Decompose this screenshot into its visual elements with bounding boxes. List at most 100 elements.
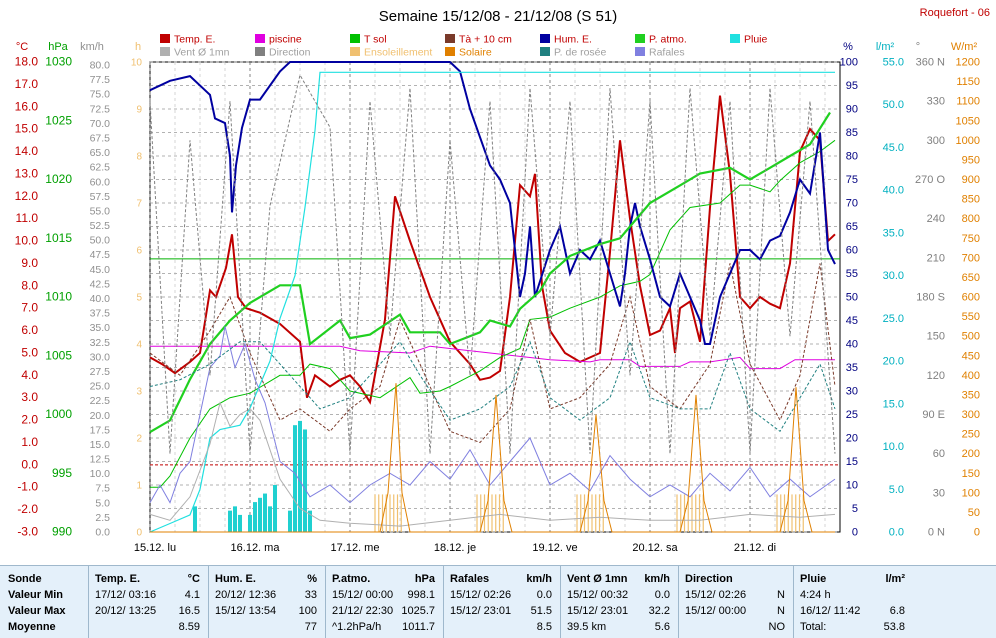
table-cell: hPa <box>414 573 435 585</box>
wind-tick: 27.5 <box>90 366 111 378</box>
humidity-tick: 45 <box>846 315 858 327</box>
axis-unit: hPa <box>48 41 68 53</box>
legend-swatch <box>350 47 360 56</box>
row-label-sonde: Sonde <box>8 573 42 585</box>
legend-label: Pluie <box>744 34 768 46</box>
legend-swatch <box>255 34 265 43</box>
solar-tick: 50 <box>968 507 980 519</box>
table-cell: Direction <box>685 573 733 585</box>
legend-swatch <box>730 34 740 43</box>
rain-tick: 15.0 <box>883 398 904 410</box>
temp-tick: -3.0 <box>17 525 38 539</box>
legend-label: Hum. E. <box>554 34 592 46</box>
wind-tick: 2.5 <box>95 512 110 524</box>
humidity-tick: 55 <box>846 268 858 280</box>
temp-tick: 3.0 <box>21 390 38 404</box>
axis-unit: °C <box>16 41 28 53</box>
legend-swatch <box>160 34 170 43</box>
rain-bar <box>308 510 312 532</box>
table-column: Pluie l/m² 4:24 h 16/12/ 11:42 6.8 Total: 53.8 <box>793 566 913 638</box>
wind-tick: 17.5 <box>90 424 111 436</box>
humidity-tick: 30 <box>846 386 858 398</box>
humidity-tick: 20 <box>846 433 858 445</box>
temp-tick: 12.0 <box>15 189 39 203</box>
table-column: Hum. E.% 20/12/ 12:36 33 15/12/ 13:54 100 77 <box>208 566 325 638</box>
solar-tick: 1150 <box>956 76 980 88</box>
wind-tick: 10.0 <box>90 468 111 480</box>
pressure-tick: 1030 <box>45 55 72 69</box>
wind-tick: 45.0 <box>90 264 111 276</box>
legend-label: Solaire <box>459 47 492 59</box>
direction-tick: 330 <box>927 96 945 108</box>
temp-tick: 10.0 <box>15 234 39 248</box>
rain-tick: 50.0 <box>883 99 904 111</box>
table-cell: 15/12/ 00:00 <box>685 605 747 617</box>
rain-bar <box>248 514 252 532</box>
row-label-moyenne: Moyenne <box>8 621 56 633</box>
wind-tick: 7.5 <box>95 483 110 495</box>
table-cell: 4:24 h <box>800 589 831 601</box>
solar-tick: 650 <box>962 272 980 284</box>
legend-swatch <box>635 47 645 56</box>
solar-tick: 900 <box>962 174 980 186</box>
pressure-tick: 1010 <box>45 290 72 304</box>
temp-tick: -2.0 <box>17 502 38 516</box>
table-cell: 17/12/ 03:16 <box>95 589 157 601</box>
pressure-tick: 1020 <box>45 172 72 186</box>
rain-tick: 35.0 <box>883 227 904 239</box>
x-tick-label: 19.12. ve <box>532 542 577 554</box>
series-line <box>149 111 831 434</box>
legend-swatch <box>445 34 455 43</box>
legend-label: Rafales <box>649 47 685 59</box>
axis-unit: W/m² <box>951 41 978 53</box>
table-cell: 8.59 <box>178 621 200 633</box>
legend-label: P. atmo. <box>649 34 687 46</box>
table-cell: 15/12/ 02:26 <box>685 589 747 601</box>
chart-title: Semaine 15/12/08 - 21/12/08 (S 51) <box>379 8 618 25</box>
wind-tick: 35.0 <box>90 322 111 334</box>
legend-swatch <box>540 47 550 56</box>
solar-tick: 850 <box>962 194 980 206</box>
solar-tick: 550 <box>962 311 980 323</box>
rain-bar <box>233 506 237 532</box>
solar-tick: 500 <box>962 331 980 343</box>
rain-bar <box>253 502 257 532</box>
x-tick-label: 21.12. di <box>734 542 776 554</box>
temp-tick: 1.0 <box>21 435 38 449</box>
axis-unit: km/h <box>80 41 104 53</box>
legend-label: Vent Ø 1mn <box>174 47 230 59</box>
wind-tick: 40.0 <box>90 293 111 305</box>
pressure-tick: 1000 <box>45 407 72 421</box>
sunshine-tick: 10 <box>131 58 143 69</box>
wind-tick: 20.0 <box>90 410 111 422</box>
direction-tick: 300 <box>927 135 945 147</box>
sunshine-tick: 6 <box>136 246 142 257</box>
table-cell: Vent Ø 1mn <box>567 573 628 585</box>
temp-tick: 14.0 <box>15 144 39 158</box>
temp-tick: 18.0 <box>15 55 39 69</box>
temp-tick: -1.0 <box>17 480 38 494</box>
humidity-tick: 65 <box>846 221 858 233</box>
summary-table: Sonde Valeur Min Valeur Max Moyenne Temp… <box>0 565 996 638</box>
wind-tick: 47.5 <box>90 249 111 261</box>
row-label-max: Valeur Max <box>8 605 66 617</box>
series-line <box>150 345 835 370</box>
table-cell: 8.5 <box>536 621 552 633</box>
table-cell: 0.0 <box>536 589 552 601</box>
solar-tick: 0 <box>974 527 980 539</box>
pressure-tick: 1015 <box>45 231 72 245</box>
pressure-tick: 1005 <box>45 348 72 362</box>
direction-tick: 240 <box>927 213 945 225</box>
table-column: P.atmo. hPa 15/12/ 00:00 998.1 21/12/ 22:30 1… <box>325 566 443 638</box>
wind-tick: 60.0 <box>90 176 111 188</box>
rain-tick: 45.0 <box>883 142 904 154</box>
table-cell: 39.5 km <box>567 621 607 633</box>
direction-tick: 150 <box>927 331 945 343</box>
humidity-tick: 100 <box>840 57 858 69</box>
table-cell: 1011.7 <box>402 621 435 633</box>
series-line <box>149 340 836 433</box>
solar-tick: 200 <box>962 448 980 460</box>
table-cell: P.atmo. <box>332 573 371 585</box>
pressure-tick: 990 <box>52 525 72 539</box>
humidity-tick: 60 <box>846 245 858 257</box>
